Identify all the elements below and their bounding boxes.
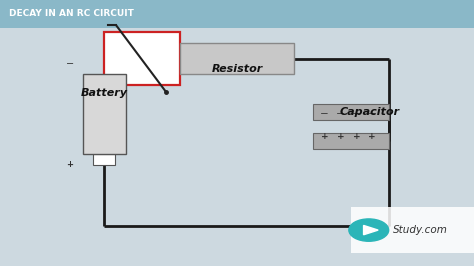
Text: +: + — [353, 132, 360, 142]
Bar — [83, 74, 126, 154]
Text: +: + — [66, 160, 73, 169]
Circle shape — [349, 219, 389, 241]
Bar — [180, 43, 294, 74]
Text: Study.com: Study.com — [393, 225, 448, 235]
Text: −: − — [336, 109, 345, 119]
Text: DECAY IN AN RC CIRCUIT: DECAY IN AN RC CIRCUIT — [9, 10, 133, 18]
Polygon shape — [364, 225, 378, 235]
Bar — [93, 154, 115, 165]
Text: −: − — [320, 109, 329, 119]
Text: −: − — [65, 59, 74, 69]
Text: Resistor: Resistor — [211, 64, 263, 74]
Text: −: − — [368, 109, 376, 119]
Text: +: + — [321, 132, 328, 142]
Bar — [0, 0, 474, 28]
Bar — [313, 104, 389, 120]
Text: +: + — [337, 132, 344, 142]
Bar — [104, 32, 180, 85]
Text: Capacitor: Capacitor — [340, 107, 400, 117]
Text: Battery: Battery — [81, 88, 128, 98]
Text: −: − — [352, 109, 361, 119]
Bar — [351, 207, 474, 253]
Text: +: + — [368, 132, 376, 142]
Bar — [313, 133, 389, 149]
